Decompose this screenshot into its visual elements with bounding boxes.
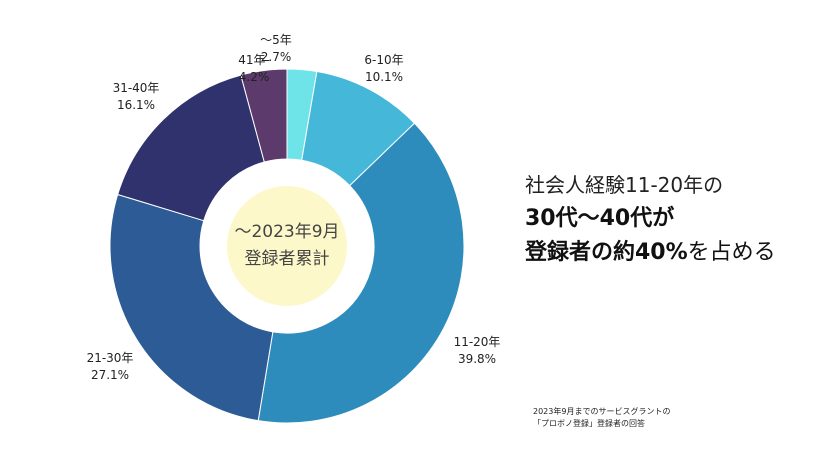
slice-4 [117, 74, 265, 222]
slice-value-3: 27.1% [91, 368, 129, 382]
slice-3 [109, 193, 274, 422]
headline-line3: 登録者の約40%を占める [525, 236, 825, 270]
center-disc [227, 186, 347, 306]
slice-value-0: 2.7% [261, 50, 292, 64]
slice-label-1: 6‐10年 [364, 53, 403, 67]
slice-label-4: 31‐40年 [113, 81, 160, 95]
slice-label-3: 21‐30年 [87, 351, 134, 365]
source-note-line1: 2023年9月までのサービスグラントの [533, 407, 671, 416]
center-label-line1: ～2023年9月 [234, 222, 339, 242]
headline: 社会人経験11-20年の 30代～40代が 登録者の約40%を占める [525, 168, 825, 270]
slice-2 [257, 122, 465, 424]
source-note: 2023年9月までのサービスグラントの 「プロボノ登録」登録者の回答 [533, 406, 670, 430]
slice-value-2: 39.8% [458, 352, 496, 366]
slice-label-0: ～5年 [260, 33, 292, 47]
slice-label-2: 11‐20年 [454, 335, 501, 349]
headline-line3-bold: 登録者の約40% [525, 240, 688, 265]
headline-line3-rest: を占める [687, 240, 776, 265]
source-note-line2: 「プロボノ登録」登録者の回答 [533, 419, 645, 428]
slice-label-5: 41年‐ [238, 53, 270, 67]
headline-line1: 社会人経験11-20年の [525, 173, 724, 197]
slice-value-1: 10.1% [365, 70, 403, 84]
slice-value-5: 4.2% [239, 70, 270, 84]
center-label-line2: 登録者累計 [245, 249, 330, 269]
headline-line2: 30代～40代が [525, 206, 675, 231]
slice-5 [240, 68, 288, 163]
slice-value-4: 16.1% [117, 98, 155, 112]
